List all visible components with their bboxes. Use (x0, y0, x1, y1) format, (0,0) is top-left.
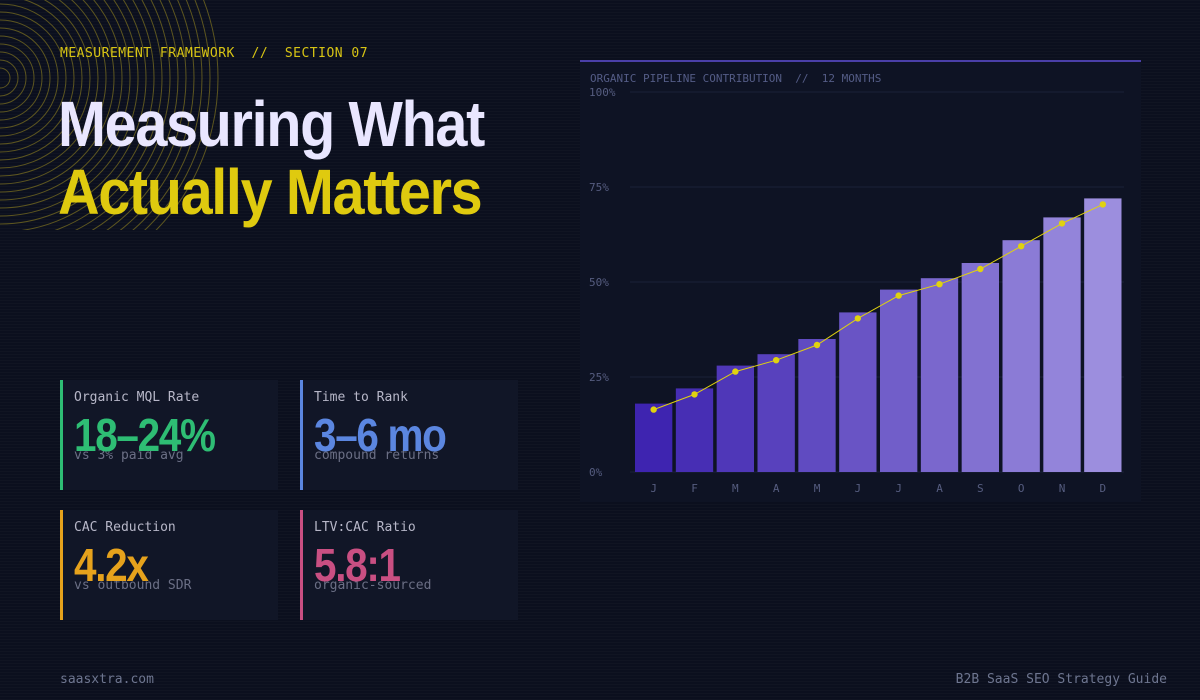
trend-line (653, 203, 1104, 411)
concentric-rings-decoration (0, 0, 219, 230)
trend-point-1 (691, 391, 698, 398)
trend-point-4 (813, 341, 821, 349)
bar-9 (1002, 240, 1040, 472)
trend-point-8 (977, 265, 984, 273)
bar-3 (757, 354, 795, 472)
bar-11 (1084, 198, 1122, 472)
x-tick-label: O (1018, 482, 1025, 495)
trend-point-5 (854, 315, 862, 322)
x-tick-label: F (691, 482, 698, 495)
metric-label: CAC Reduction (74, 520, 176, 535)
trend-point-3 (772, 357, 780, 364)
trend-point-6 (895, 292, 902, 299)
trend-point-10 (1058, 220, 1066, 227)
x-tick-label: D (1100, 482, 1107, 495)
y-tick-label: 0% (589, 466, 603, 479)
trend-point-0 (650, 406, 657, 413)
y-tick-label: 50% (589, 276, 609, 289)
metric-label: Time to Rank (314, 390, 408, 405)
x-tick-label: M (732, 482, 739, 495)
bar-8 (961, 263, 999, 472)
metric-value: 18–24% (74, 409, 216, 461)
x-tick-label: J (895, 482, 902, 495)
trend-point-2 (732, 368, 739, 375)
footer-guide-title: B2B SaaS SEO Strategy Guide (955, 672, 1167, 687)
bar-5 (839, 312, 877, 472)
trend-point-11 (1099, 201, 1107, 208)
metric-sub: vs 3% paid avg (74, 448, 184, 463)
metric-value: 5.8:1 (314, 539, 401, 591)
y-tick-label: 100% (589, 86, 616, 99)
bar-4 (798, 339, 836, 472)
trend-point-7 (936, 281, 943, 288)
bar-6 (880, 289, 918, 472)
chart-title: ORGANIC PIPELINE CONTRIBUTION // 12 MONT… (590, 72, 882, 85)
bar-7 (920, 278, 959, 472)
footer-site: saasxtra.com (60, 672, 154, 687)
metric-card-ltv-cac: LTV:CAC Ratio 5.8:1 organic-sourced (300, 510, 518, 620)
page-title: Measuring What Actually Matters (58, 88, 485, 228)
metric-sub: compound returns (314, 448, 440, 463)
metric-value: 4.2x (74, 539, 149, 591)
pipeline-bar-chart: 0% 25% 50% 75% 100% J F M A M J J A S O N D (589, 86, 1124, 495)
metric-sub: vs outbound SDR (74, 578, 192, 593)
metric-value: 3–6 mo (314, 409, 447, 461)
x-tick-label: A (773, 482, 780, 495)
section-eyebrow: MEASUREMENT FRAMEWORK // SECTION 07 (60, 46, 369, 61)
x-tick-label: A (936, 482, 943, 495)
title-line-2: Actually Matters (58, 156, 483, 228)
x-tick-label: J (650, 482, 657, 495)
title-line-1: Measuring What (58, 88, 485, 160)
y-tick-label: 25% (589, 371, 609, 384)
bar-0 (635, 403, 673, 472)
metric-card-cac-reduction: CAC Reduction 4.2x vs outbound SDR (60, 510, 278, 620)
y-tick-label: 75% (589, 181, 609, 194)
bar-2 (716, 365, 754, 472)
metric-card-organic-mql: Organic MQL Rate 18–24% vs 3% paid avg (60, 380, 278, 490)
bar-1 (675, 388, 714, 472)
metric-label: LTV:CAC Ratio (314, 520, 416, 535)
metric-card-time-to-rank: Time to Rank 3–6 mo compound returns (300, 380, 518, 490)
x-tick-label: M (814, 482, 821, 495)
metric-sub: organic-sourced (314, 578, 432, 593)
x-tick-label: N (1059, 482, 1066, 495)
x-tick-label: J (855, 482, 862, 495)
trend-point-9 (1017, 243, 1025, 250)
metric-label: Organic MQL Rate (74, 390, 200, 405)
bar-10 (1043, 217, 1081, 472)
x-tick-label: S (977, 482, 984, 495)
pipeline-chart-panel: ORGANIC PIPELINE CONTRIBUTION // 12 MONT… (580, 60, 1141, 502)
